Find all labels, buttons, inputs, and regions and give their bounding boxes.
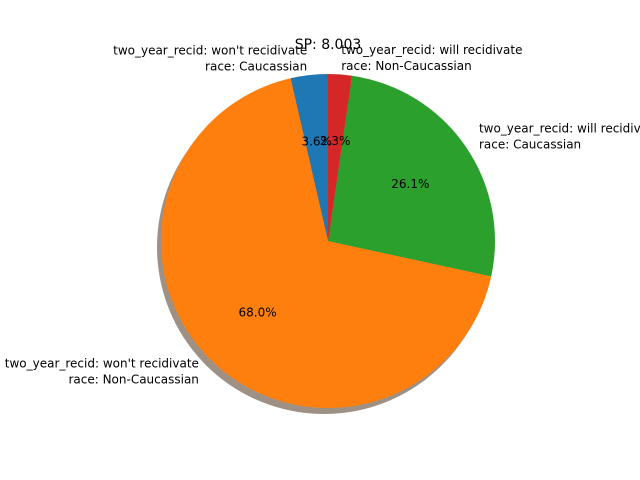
slice-label-line: two_year_recid: won't recidivate xyxy=(5,357,199,371)
slice-label-line: race: Caucassian xyxy=(479,137,581,151)
slice-label-two-year-recid-will-recidivate-race-non-caucassian: two_year_recid: will recidivate race: Non… xyxy=(341,43,522,73)
slice-label-line: race: Non-Caucassian xyxy=(68,373,198,387)
slice-labels: two_year_recid: won't recidivate race: Ca… xyxy=(5,43,640,387)
slice-label-two-year-recid-won-t-recidivate-race-caucassian: two_year_recid: won't recidivate race: Ca… xyxy=(113,43,307,73)
pie-slices xyxy=(160,74,495,408)
slice-label-line: two_year_recid: will recidivate xyxy=(479,121,640,135)
slice-label-line: two_year_recid: won't recidivate xyxy=(113,43,307,57)
slice-percent-labels: 3.6% 68.0% 26.1% 2.3% xyxy=(239,134,430,319)
pie-slice-two-year-recid-won-t-recidivate-race-caucassian xyxy=(290,74,328,241)
slice-percent-two-year-recid-will-recidivate-race-caucassian: 26.1% xyxy=(391,177,429,191)
chart-title: SP: 8.003 xyxy=(295,37,362,53)
slice-percent-two-year-recid-won-t-recidivate-race-non-caucassian: 68.0% xyxy=(239,305,277,319)
pie-slice-two-year-recid-will-recidivate-race-non-caucassian xyxy=(328,74,353,241)
slice-percent-two-year-recid-will-recidivate-race-non-caucassian: 2.3% xyxy=(320,134,351,148)
slice-percent-two-year-recid-won-t-recidivate-race-caucassian: 3.6% xyxy=(301,134,332,148)
slice-label-line: race: Caucassian xyxy=(205,59,307,73)
pie-slice-two-year-recid-won-t-recidivate-race-non-caucassian xyxy=(160,78,492,408)
slice-label-line: race: Non-Caucassian xyxy=(341,59,471,73)
slice-label-line: two_year_recid: will recidivate xyxy=(341,43,522,57)
slice-label-two-year-recid-won-t-recidivate-race-non-caucassian: two_year_recid: won't recidivate race: No… xyxy=(5,357,199,387)
slice-label-two-year-recid-will-recidivate-race-caucassian: two_year_recid: will recidivate race: Cau… xyxy=(479,121,640,151)
pie-slice-two-year-recid-will-recidivate-race-caucassian xyxy=(328,75,495,277)
